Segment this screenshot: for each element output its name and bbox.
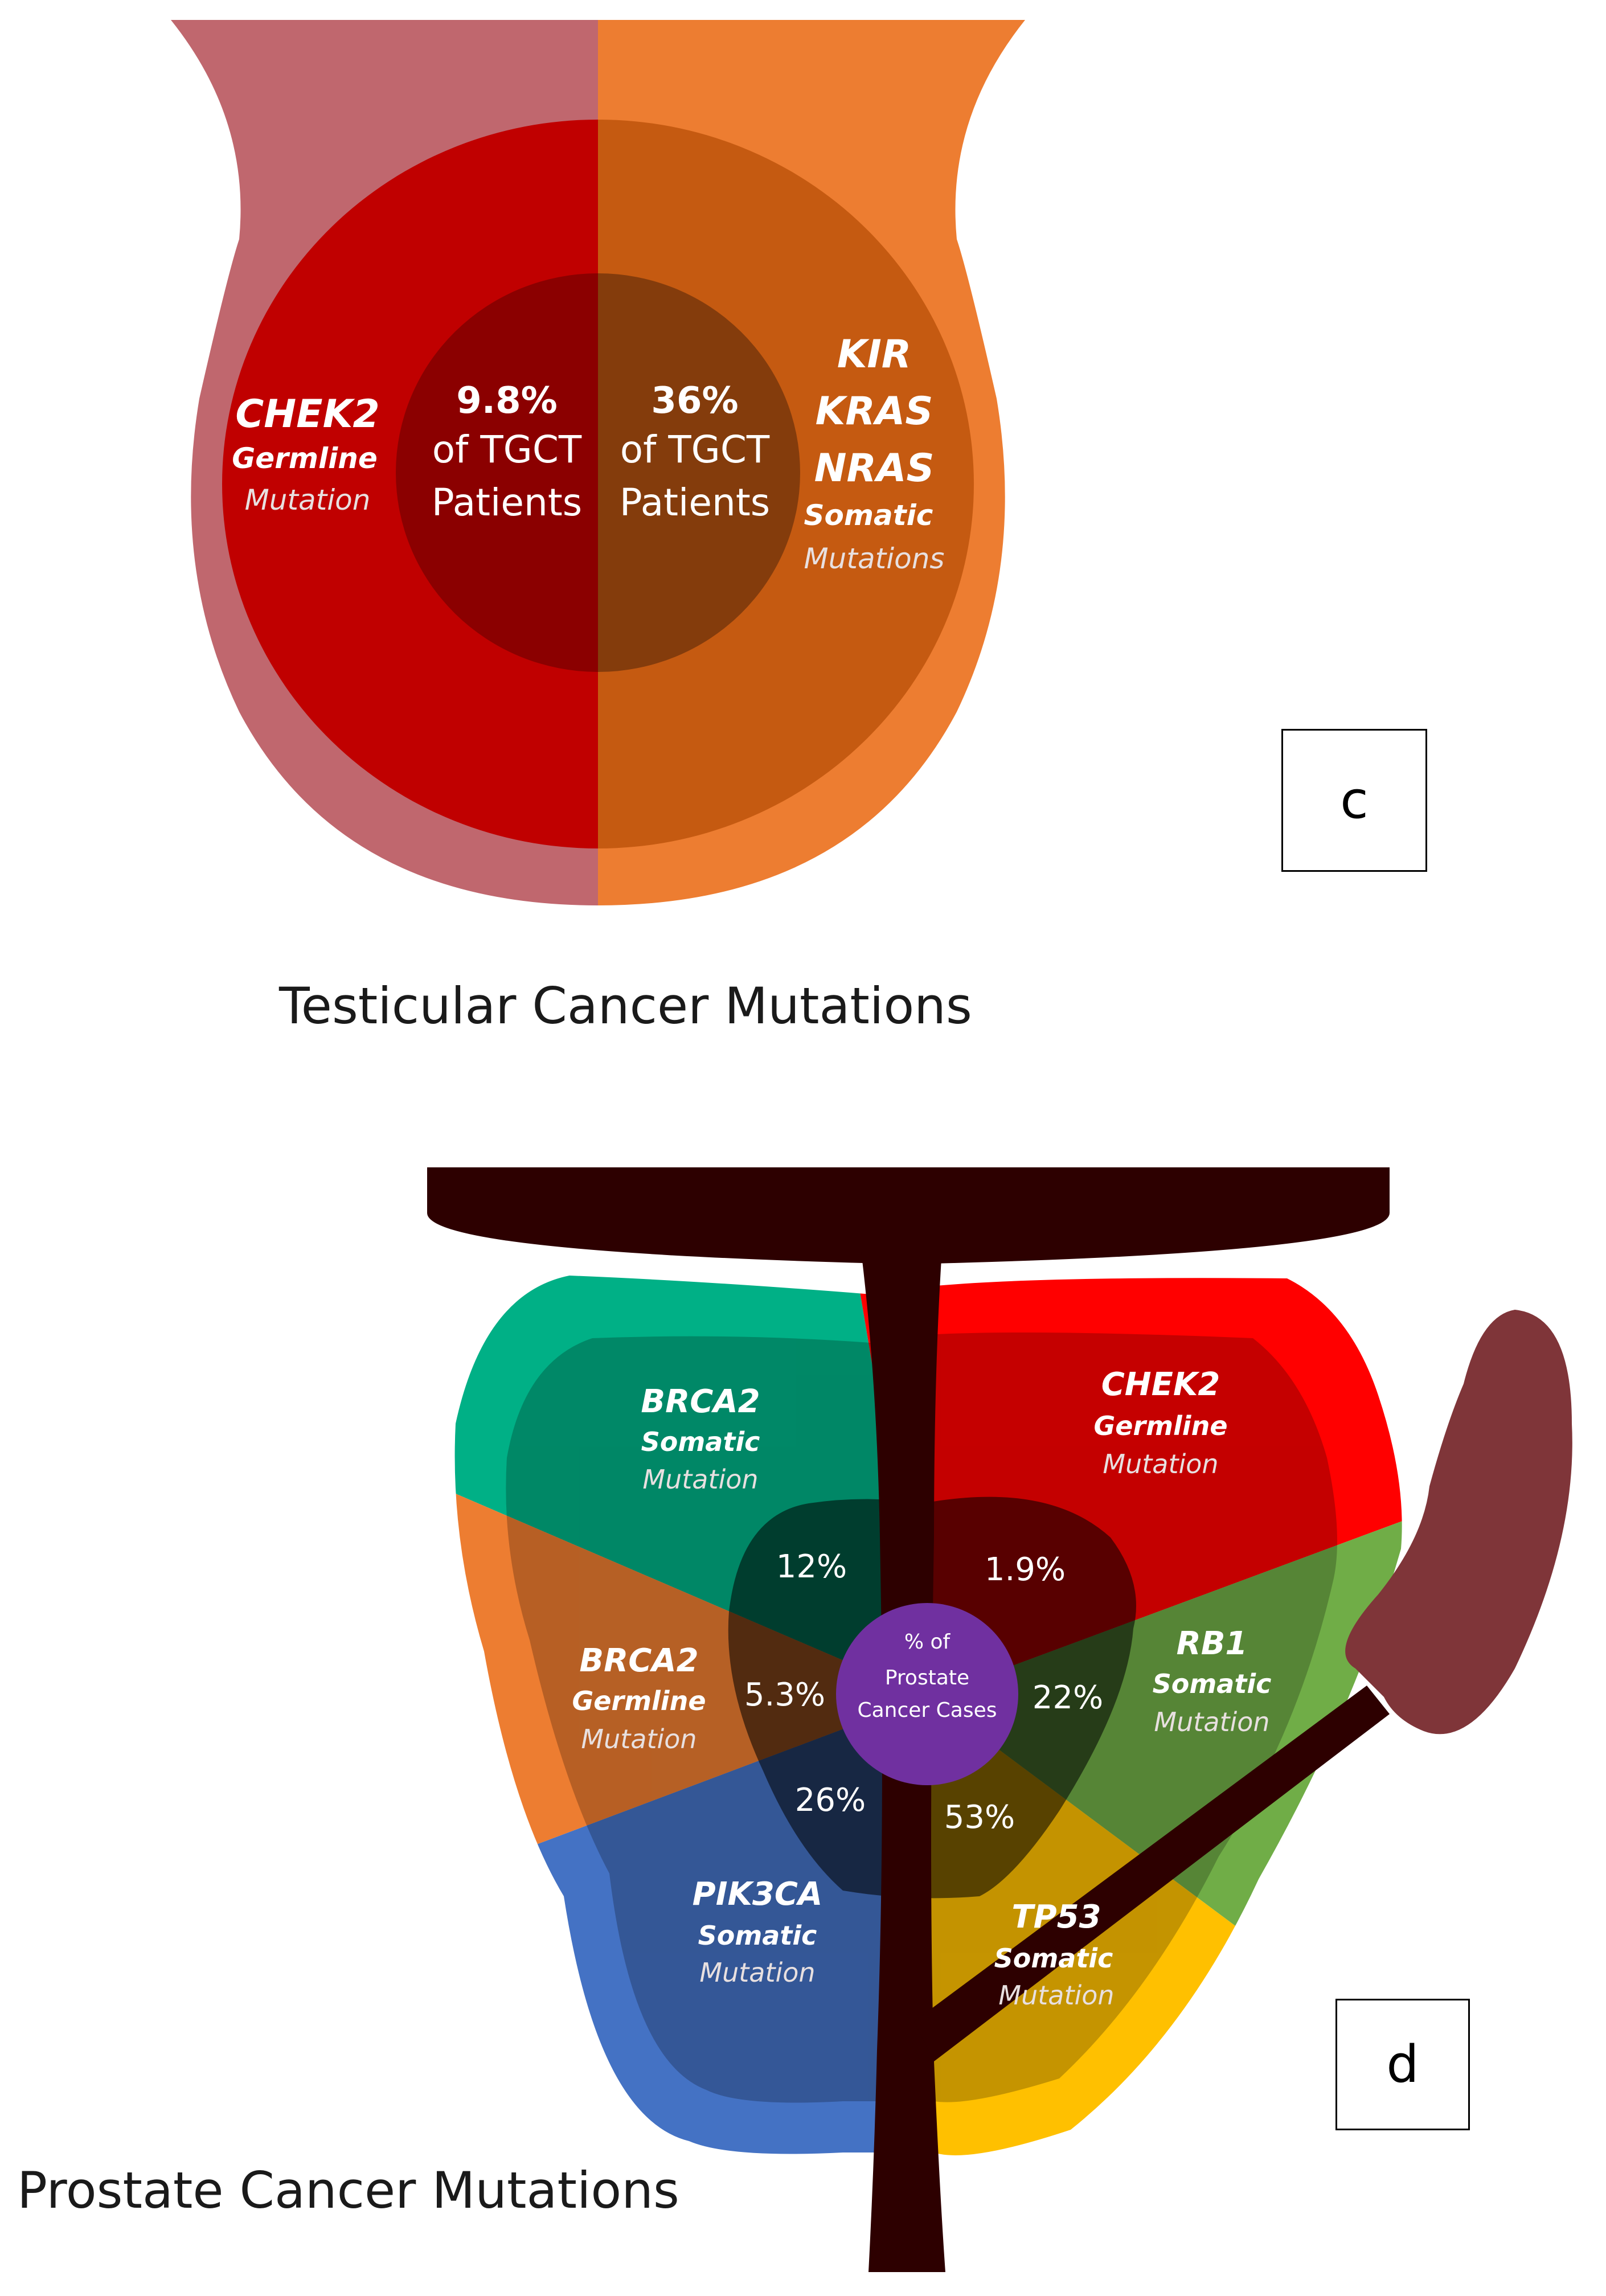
gene-rb1: RB1 (1177, 1625, 1248, 1662)
pct-tp53: 53% (944, 1799, 1015, 1836)
pct-brca2-somatic: 12% (776, 1548, 847, 1585)
gene-brca2-germline: BRCA2 (579, 1642, 698, 1679)
panel-label-d: d (1335, 1999, 1470, 2130)
tgct-right-percent: 36% (651, 380, 738, 422)
mut-brca2-somatic: Mutation (642, 1464, 758, 1495)
pct-brca2-germline: 5.3% (744, 1676, 825, 1713)
seg-mid-pik3ca (506, 1697, 928, 2103)
tgct-left-mutation: Mutation (245, 483, 371, 516)
mut-tp53: Mutation (998, 1980, 1114, 2011)
tgct-right-type: Somatic (804, 499, 933, 532)
gene-chek2: CHEK2 (1101, 1366, 1220, 1403)
type-rb1: Somatic (1153, 1668, 1272, 1699)
tgct-left-line1: of TGCT (432, 428, 582, 472)
testicular-caption: Testicular Cancer Mutations (279, 977, 972, 1035)
panel-label-c: c (1281, 729, 1427, 872)
tgct-right-gene-1: KIR (837, 332, 911, 377)
testis-left-inner (396, 273, 598, 672)
testis-diagram: CHEK2 Germline Mutation 9.8% of TGCT Pat… (171, 20, 1025, 905)
gene-pik3ca: PIK3CA (693, 1876, 823, 1913)
mut-rb1: Mutation (1154, 1707, 1269, 1737)
pct-chek2: 1.9% (985, 1551, 1066, 1588)
type-pik3ca: Somatic (698, 1920, 817, 1951)
prostate-caption: Prostate Cancer Mutations (17, 2161, 679, 2220)
mut-chek2: Mutation (1103, 1449, 1218, 1479)
type-tp53: Somatic (994, 1943, 1113, 1974)
mut-pik3ca: Mutation (699, 1957, 815, 1988)
mut-brca2-germline: Mutation (581, 1724, 697, 1754)
gene-brca2-somatic: BRCA2 (641, 1383, 760, 1420)
type-chek2: Germline (1093, 1411, 1227, 1441)
tgct-left-percent: 9.8% (456, 380, 558, 422)
seminal-vesicle (1345, 1310, 1572, 1735)
type-brca2-somatic: Somatic (641, 1426, 760, 1457)
center-label-2: Prostate (885, 1666, 969, 1690)
testis-right-inner (598, 273, 800, 672)
center-label-1: % of (904, 1630, 951, 1654)
center-disc (836, 1603, 1018, 1785)
tgct-right-line2: Patients (620, 481, 770, 524)
center-label-3: Cancer Cases (857, 1699, 997, 1722)
tgct-right-gene-3: NRAS (814, 446, 935, 491)
bladder-neck (427, 1167, 1390, 1264)
urethra (427, 1167, 1390, 2272)
ejaculatory-duct (914, 1686, 1390, 2061)
tgct-left-type: Germline (232, 442, 378, 475)
pct-pik3ca: 26% (795, 1782, 866, 1819)
tgct-left-gene: CHEK2 (235, 392, 379, 437)
tgct-right-mutation: Mutations (804, 542, 945, 575)
tgct-left-line2: Patients (432, 481, 582, 524)
tgct-right-gene-2: KRAS (816, 389, 933, 434)
type-brca2-germline: Germline (572, 1686, 706, 1716)
pct-rb1: 22% (1033, 1679, 1103, 1716)
seg-mid-rb1 (928, 1492, 1338, 1948)
tgct-right-line1: of TGCT (620, 428, 770, 472)
gene-tp53: TP53 (1011, 1899, 1101, 1936)
